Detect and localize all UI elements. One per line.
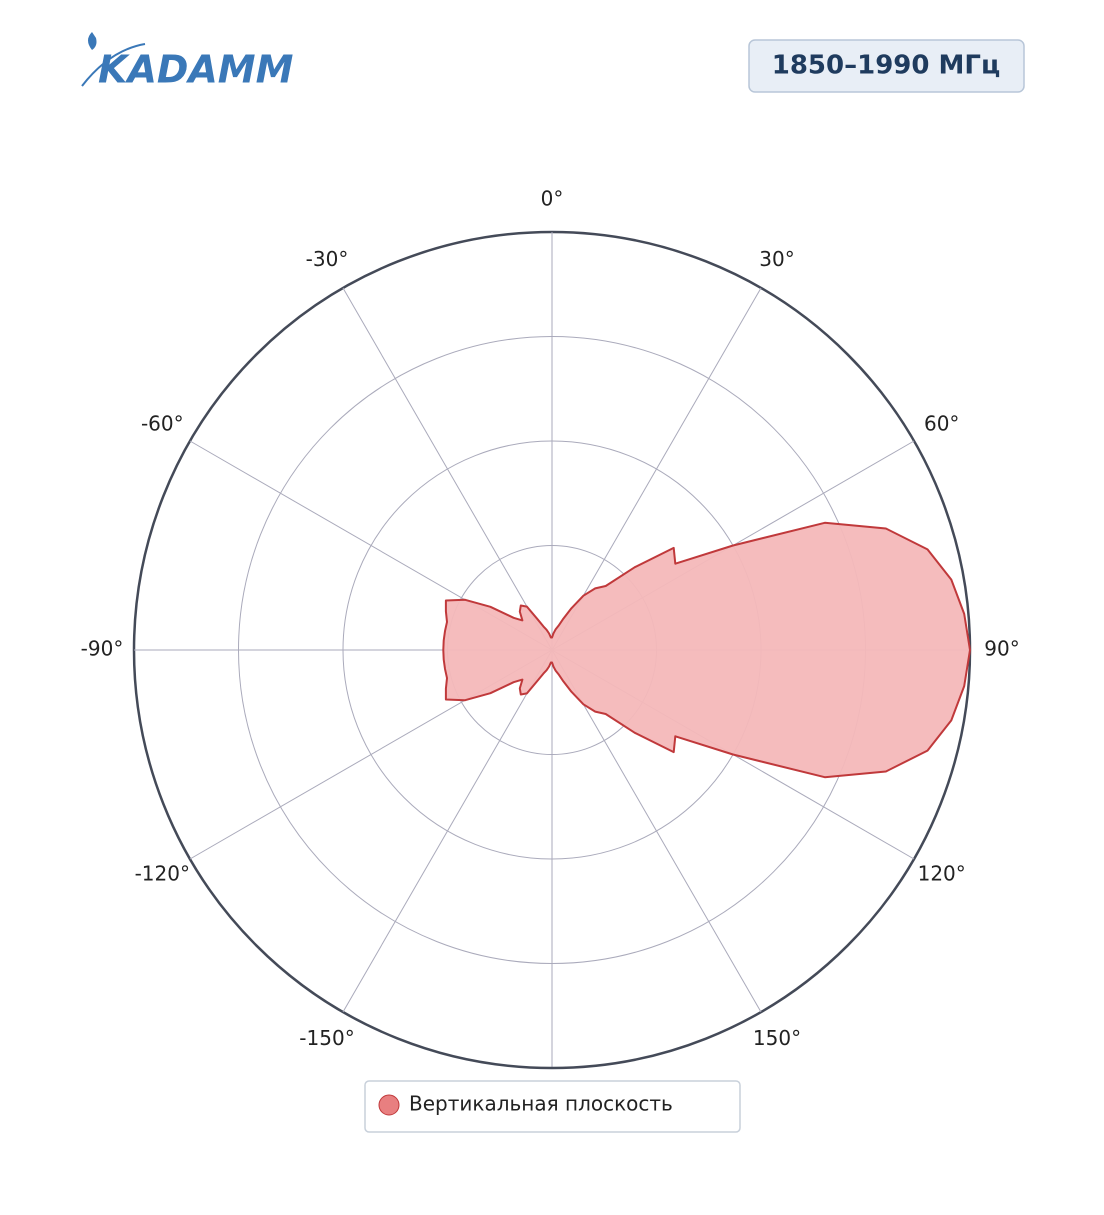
polar-plot bbox=[132, 230, 972, 1070]
angle-label: 90° bbox=[984, 637, 1019, 661]
legend-marker bbox=[378, 1094, 400, 1116]
angle-label: 30° bbox=[759, 247, 794, 271]
logo-mark bbox=[88, 32, 97, 50]
spoke bbox=[342, 287, 553, 651]
logo-orbit bbox=[81, 43, 146, 87]
logo-text: KADAMM bbox=[98, 48, 294, 92]
badge: 1850–1990 МГц bbox=[772, 51, 1001, 81]
angle-label: 120° bbox=[918, 862, 966, 886]
angle-label: 150° bbox=[753, 1026, 801, 1050]
angle-label: -120° bbox=[135, 862, 190, 886]
spoke bbox=[551, 287, 762, 651]
badge-box bbox=[748, 39, 1025, 93]
legend-box bbox=[364, 1080, 741, 1133]
spoke bbox=[342, 649, 553, 1013]
spoke bbox=[551, 649, 762, 1013]
angle-label: 0° bbox=[541, 187, 564, 211]
pattern-area bbox=[442, 521, 971, 779]
angle-label: -30° bbox=[306, 247, 349, 271]
angle-label: -90° bbox=[81, 637, 124, 661]
angle-label: -60° bbox=[141, 412, 184, 436]
logo: KADAMM bbox=[81, 32, 294, 92]
angle-label: -150° bbox=[299, 1026, 354, 1050]
legend-label: Вертикальная плоскость bbox=[409, 1092, 673, 1116]
angle-label: 60° bbox=[924, 412, 959, 436]
